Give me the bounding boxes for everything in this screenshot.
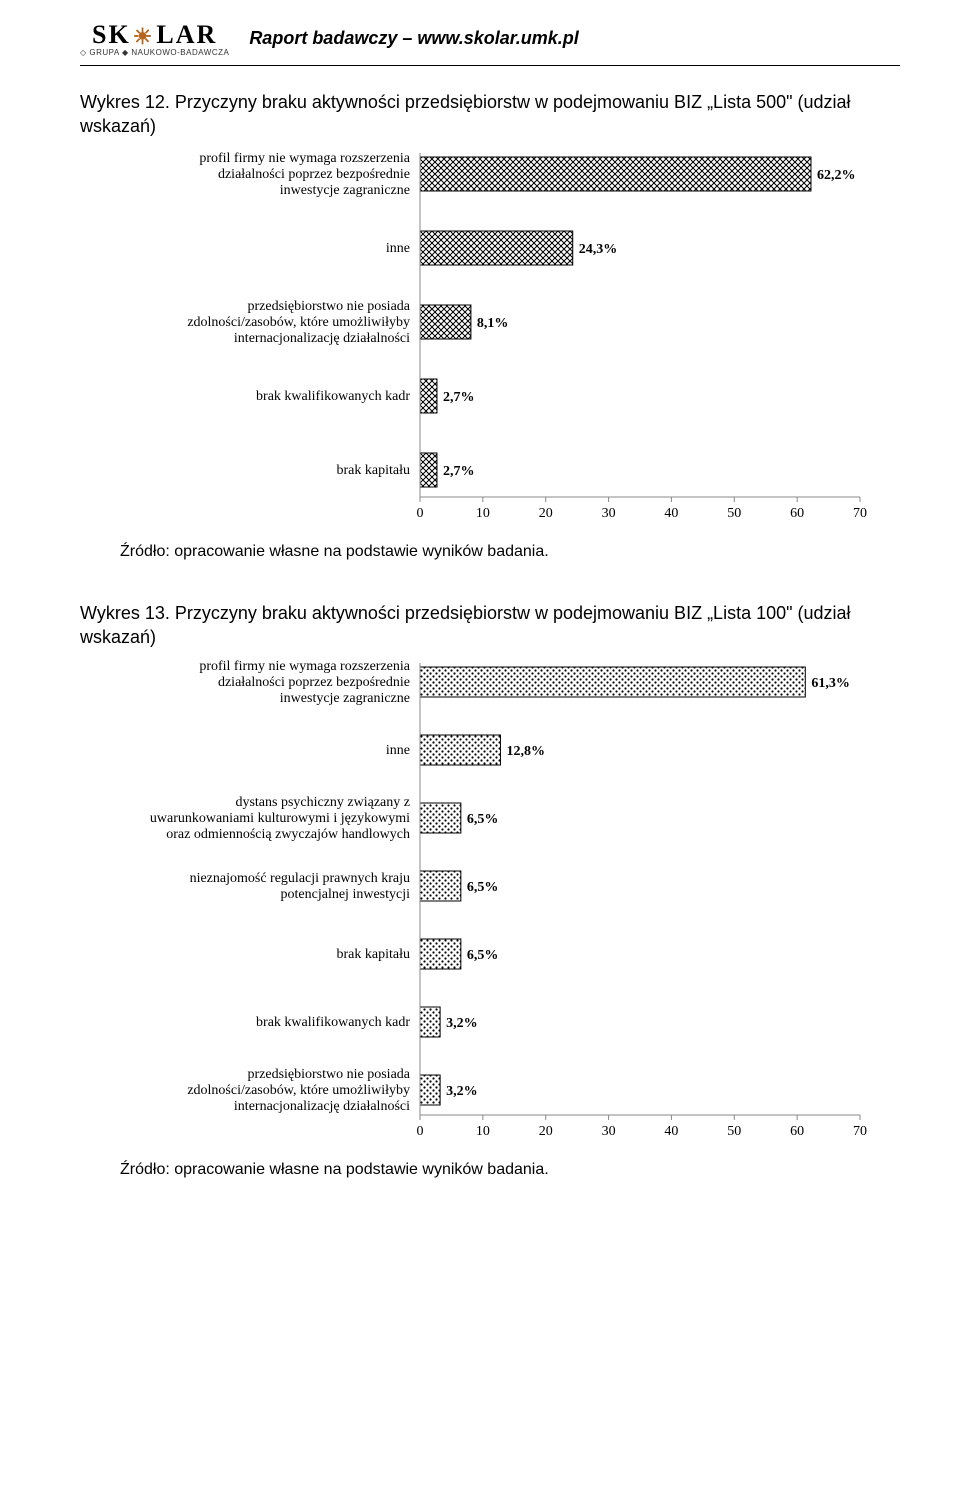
x-tick-label: 60	[790, 1124, 804, 1139]
chart1-caption: Wykres 12. Przyczyny braku aktywności pr…	[80, 90, 900, 139]
chart-value-label: 62,2%	[817, 168, 856, 183]
chart2-caption: Wykres 13. Przyczyny braku aktywności pr…	[80, 601, 900, 650]
logo-left: SK	[92, 20, 131, 49]
chart-category-label: nieznajomość regulacji prawnych kraju	[190, 871, 410, 886]
chart-value-label: 12,8%	[506, 744, 545, 759]
chart-category-label: przedsiębiorstwo nie posiada	[247, 1067, 410, 1082]
chart-category-label: inne	[386, 743, 410, 758]
x-tick-label: 40	[664, 1124, 678, 1139]
chart2-source: Źródło: opracowanie własne na podstawie …	[120, 1161, 900, 1179]
x-tick-label: 30	[602, 1124, 616, 1139]
chart-bar	[420, 667, 805, 697]
chart-bar	[420, 1075, 440, 1105]
chart-category-label: internacjonalizację działalności	[234, 331, 410, 346]
x-tick-label: 50	[727, 1124, 741, 1139]
chart-value-label: 8,1%	[477, 316, 509, 331]
chart-bar	[420, 453, 437, 487]
chart-category-label: inwestycje zagraniczne	[280, 183, 410, 198]
chart-bar	[420, 871, 461, 901]
chart2-container: profil firmy nie wymaga rozszerzeniadzia…	[120, 657, 890, 1155]
chart-category-label: inne	[386, 241, 410, 256]
chart-value-label: 3,2%	[446, 1016, 478, 1031]
x-tick-label: 40	[664, 506, 678, 521]
report-title: Raport badawczy – www.skolar.umk.pl	[249, 28, 578, 49]
chart-category-label: działalności poprzez bezpośrednie	[218, 675, 410, 690]
chart-bar	[420, 803, 461, 833]
page-header: SK☀LAR ◇ GRUPA ◆ NAUKOWO-BADAWCZA Raport…	[80, 20, 900, 57]
chart-value-label: 6,5%	[467, 880, 499, 895]
chart-category-label: profil firmy nie wymaga rozszerzenia	[199, 659, 410, 674]
chart1-container: profil firmy nie wymaga rozszerzeniadzia…	[120, 147, 890, 537]
header-divider	[80, 65, 900, 66]
chart2-svg: profil firmy nie wymaga rozszerzeniadzia…	[120, 657, 930, 1155]
page: SK☀LAR ◇ GRUPA ◆ NAUKOWO-BADAWCZA Raport…	[0, 0, 960, 1209]
chart-category-label: inwestycje zagraniczne	[280, 691, 410, 706]
logo-subtitle: ◇ GRUPA ◆ NAUKOWO-BADAWCZA	[80, 48, 229, 57]
x-tick-label: 60	[790, 506, 804, 521]
chart-category-label: brak kwalifikowanych kadr	[256, 389, 410, 404]
chart-value-label: 24,3%	[579, 242, 618, 257]
chart-category-label: zdolności/zasobów, które umożliwiłyby	[187, 1083, 410, 1098]
chart-value-label: 2,7%	[443, 390, 475, 405]
x-tick-label: 70	[853, 1124, 867, 1139]
chart-bar	[420, 735, 500, 765]
chart-category-label: przedsiębiorstwo nie posiada	[247, 299, 410, 314]
chart-value-label: 61,3%	[811, 676, 850, 691]
chart-category-label: brak kapitału	[337, 947, 410, 962]
x-tick-label: 20	[539, 506, 553, 521]
chart-category-label: potencjalnej inwestycji	[281, 887, 411, 902]
chart-category-label: brak kwalifikowanych kadr	[256, 1015, 410, 1030]
logo-text: SK☀LAR	[92, 20, 217, 50]
x-tick-label: 0	[417, 1124, 424, 1139]
x-tick-label: 30	[602, 506, 616, 521]
chart-category-label: uwarunkowaniami kulturowymi i językowymi	[150, 811, 410, 826]
x-tick-label: 10	[476, 506, 490, 521]
chart-bar	[420, 379, 437, 413]
chart-bar	[420, 1007, 440, 1037]
x-tick-label: 50	[727, 506, 741, 521]
chart-bar	[420, 939, 461, 969]
chart-category-label: internacjonalizację działalności	[234, 1099, 410, 1114]
chart-bar	[420, 231, 573, 265]
chart1-source: Źródło: opracowanie własne na podstawie …	[120, 543, 900, 561]
logo: SK☀LAR ◇ GRUPA ◆ NAUKOWO-BADAWCZA	[80, 20, 229, 57]
logo-right: LAR	[156, 20, 217, 49]
chart-category-label: profil firmy nie wymaga rozszerzenia	[199, 151, 410, 166]
x-tick-label: 10	[476, 1124, 490, 1139]
chart-value-label: 6,5%	[467, 812, 499, 827]
x-tick-label: 0	[417, 506, 424, 521]
x-tick-label: 70	[853, 506, 867, 521]
chart-category-label: działalności poprzez bezpośrednie	[218, 167, 410, 182]
chart-category-label: dystans psychiczny związany z	[235, 795, 410, 810]
x-tick-label: 20	[539, 1124, 553, 1139]
chart-category-label: oraz odmiennością zwyczajów handlowych	[166, 827, 410, 842]
chart-category-label: brak kapitału	[337, 463, 410, 478]
chart1-svg: profil firmy nie wymaga rozszerzeniadzia…	[120, 147, 930, 537]
chart-value-label: 2,7%	[443, 464, 475, 479]
chart-bar	[420, 157, 811, 191]
chart-bar	[420, 305, 471, 339]
sun-icon: ☀	[133, 24, 155, 50]
chart-category-label: zdolności/zasobów, które umożliwiłyby	[187, 315, 410, 330]
chart-value-label: 6,5%	[467, 948, 499, 963]
chart-value-label: 3,2%	[446, 1084, 478, 1099]
